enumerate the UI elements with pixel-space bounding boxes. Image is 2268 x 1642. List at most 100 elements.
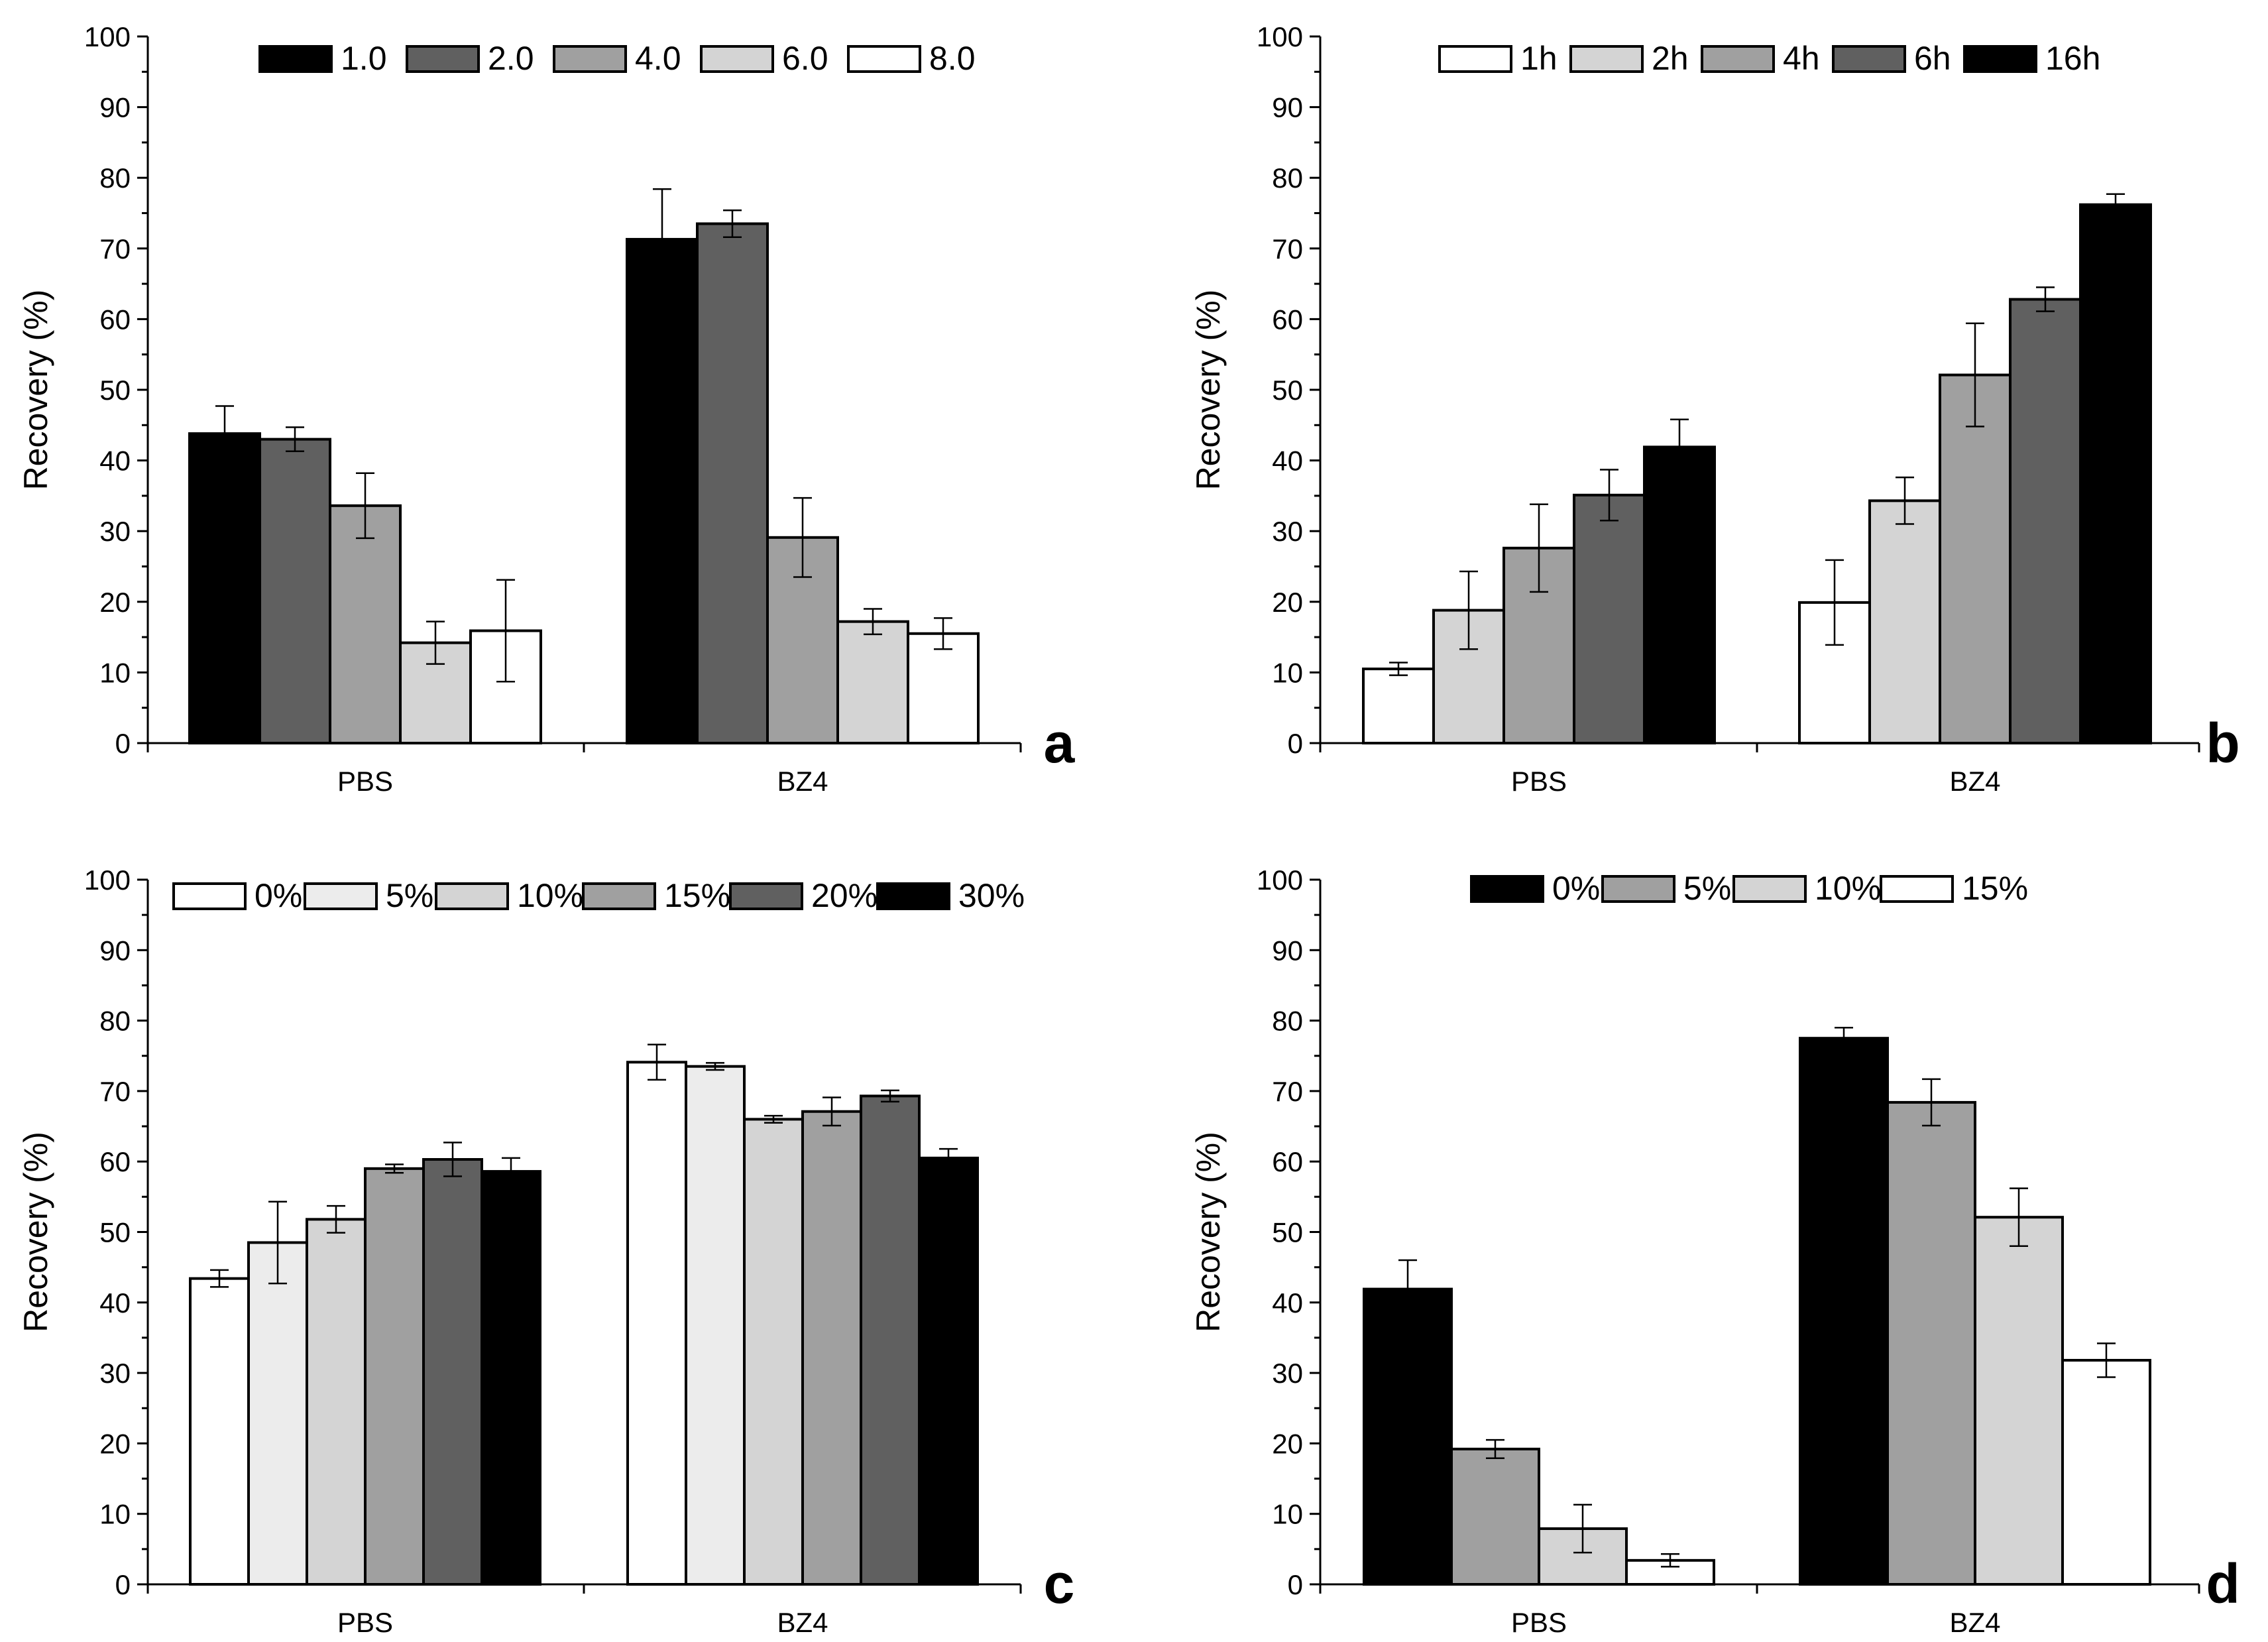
x-category-label: BZ4: [1949, 766, 2000, 797]
bar: [1974, 1216, 2064, 1586]
bar: [1643, 445, 1716, 744]
legend-label: 1h: [1520, 40, 1558, 77]
legend-swatch: [1701, 45, 1775, 73]
legend-label: 0%: [255, 877, 302, 914]
bar: [364, 1167, 425, 1586]
y-tick-label: 40: [1272, 445, 1303, 477]
y-tick-label: 50: [1272, 375, 1303, 406]
y-tick-label: 10: [1272, 1499, 1303, 1530]
bar: [247, 1241, 308, 1586]
y-tick-label: 0: [115, 1569, 131, 1600]
legend-label: 5%: [386, 877, 433, 914]
y-tick-label: 20: [1272, 587, 1303, 618]
x-category-label: PBS: [337, 766, 393, 797]
legend-swatch: [172, 882, 247, 910]
bar: [329, 504, 402, 744]
bar: [860, 1094, 921, 1586]
legend-label: 2h: [1652, 40, 1689, 77]
y-tick-label: 90: [1272, 935, 1303, 966]
bar: [1799, 1037, 1889, 1586]
y-tick-label: 70: [1272, 1076, 1303, 1107]
legend-label: 15%: [1962, 870, 2028, 907]
legend-swatch: [847, 45, 921, 73]
y-tick-label: 30: [99, 516, 131, 547]
legend-swatch: [1880, 875, 1954, 903]
y-tick-label: 90: [99, 92, 131, 123]
y-tick-label: 80: [99, 162, 131, 194]
legend-swatch: [406, 45, 480, 73]
y-tick-label: 100: [1257, 21, 1303, 52]
y-tick-label: 0: [1288, 1569, 1303, 1600]
x-category-label: BZ4: [777, 1607, 828, 1638]
bar: [189, 1277, 250, 1586]
legend-swatch: [258, 45, 333, 73]
bar: [918, 1156, 979, 1586]
bar: [685, 1065, 746, 1586]
legend-swatch: [1569, 45, 1644, 73]
y-tick-label: 0: [115, 728, 131, 759]
y-tick-label: 40: [99, 1287, 131, 1319]
y-tick-label: 10: [99, 1499, 131, 1530]
legend-swatch: [304, 882, 378, 910]
y-tick-label: 60: [99, 1146, 131, 1177]
bar: [1362, 668, 1435, 745]
y-tick-label: 30: [99, 1358, 131, 1389]
legend-swatch: [1963, 45, 2037, 73]
x-category-label: BZ4: [1949, 1607, 2000, 1638]
x-category-label: PBS: [1511, 1607, 1567, 1638]
bar: [422, 1158, 483, 1586]
legend-label: 4.0: [635, 40, 681, 77]
y-tick-label: 10: [99, 657, 131, 688]
legend-label: 20%: [811, 877, 878, 914]
legend-label: 2.0: [488, 40, 534, 77]
y-tick-label: 100: [84, 21, 131, 52]
bar: [907, 632, 980, 745]
panel-d: Recovery (%) 0 10 20 30 40 50 60 70 80 90 100 PBS BZ4…: [1190, 864, 2240, 1638]
x-category-label: PBS: [337, 1607, 393, 1638]
y-tick-label: 50: [1272, 1217, 1303, 1248]
legend-label: 6.0: [782, 40, 828, 77]
legend-label: 10%: [1815, 870, 1881, 907]
y-axis-label: Recovery (%): [17, 290, 54, 491]
y-tick-label: 40: [99, 445, 131, 477]
x-category-label: BZ4: [777, 766, 828, 797]
y-axis-label: Recovery (%): [1190, 1132, 1227, 1332]
bar: [626, 1061, 687, 1586]
y-tick-label: 70: [99, 233, 131, 264]
bar: [258, 438, 331, 744]
y-tick-label: 80: [99, 1006, 131, 1037]
bar: [306, 1218, 367, 1586]
legend-swatch: [876, 882, 950, 910]
panel-c: Recovery (%) 0 10 20 30 40 50 60 70 80 90 100 PBS BZ4…: [17, 864, 1074, 1638]
legend-swatch: [435, 882, 509, 910]
bar: [2009, 298, 2082, 744]
bar: [801, 1110, 862, 1586]
panel-a: Recovery (%) 0 10 20 30 40 50 60 70 80 90 100 PBS BZ4…: [17, 21, 1076, 797]
legend-label: 10%: [517, 877, 583, 914]
y-tick-label: 90: [1272, 92, 1303, 123]
legend-label: 15%: [664, 877, 730, 914]
y-tick-label: 20: [99, 1428, 131, 1459]
legend-swatch: [1732, 875, 1807, 903]
y-tick-label: 0: [1288, 728, 1303, 759]
bar: [696, 222, 769, 744]
legend-label: 16h: [2045, 40, 2100, 77]
bar: [1450, 1447, 1540, 1586]
y-tick-label: 40: [1272, 1287, 1303, 1319]
bar: [743, 1118, 804, 1586]
bar: [481, 1170, 541, 1586]
y-tick-label: 60: [1272, 304, 1303, 335]
legend-label: 6h: [1914, 40, 1951, 77]
y-tick-label: 50: [99, 375, 131, 406]
y-tick-label: 80: [1272, 162, 1303, 194]
legend-swatch: [729, 882, 803, 910]
panel-letter: b: [2206, 712, 2240, 774]
legend-label: 8.0: [929, 40, 976, 77]
legend-label: 5%: [1683, 870, 1731, 907]
bar: [836, 620, 909, 745]
bar: [2079, 203, 2152, 744]
y-tick-label: 80: [1272, 1006, 1303, 1037]
y-tick-label: 20: [99, 587, 131, 618]
legend-label: 30%: [958, 877, 1025, 914]
legend-swatch: [582, 882, 656, 910]
